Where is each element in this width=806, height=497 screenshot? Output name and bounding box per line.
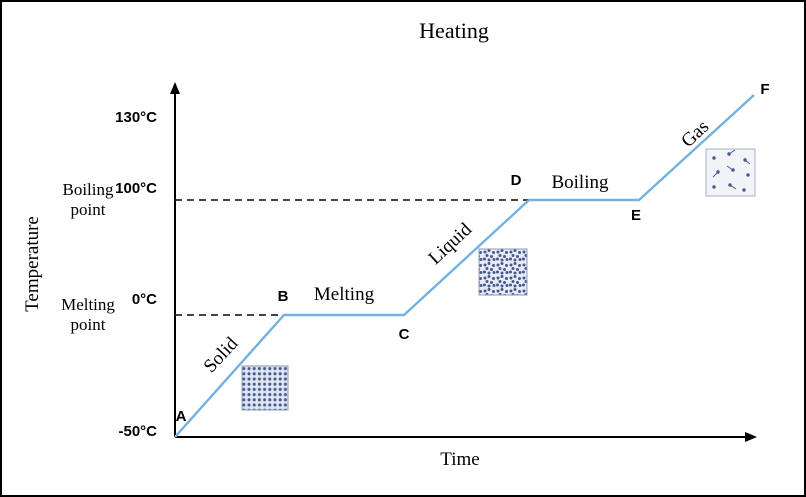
liquid-particles-icon [478,248,528,296]
melting-point-label-line1: Melting [61,295,115,314]
y-axis [170,82,180,437]
point-label-b: B [278,288,289,305]
x-axis [175,432,757,442]
ytick-100: 100°C [115,180,157,197]
x-axis-title: Time [440,449,479,470]
boiling-point-label-line2: point [71,200,106,219]
y-axis-title: Temperature [22,216,43,312]
melting-point-annotation: Melting point [61,295,115,334]
gas-particles-icon [705,148,756,197]
ytick-0: 0°C [132,291,157,308]
x-axis-arrow-icon [745,432,757,442]
chart-title: Heating [419,18,489,43]
phase-label-gas: Gas [677,116,713,152]
melting-point-label-line2: point [71,315,106,334]
ytick-130: 130°C [115,109,157,126]
phase-label-liquid: Liquid [425,219,477,269]
point-label-f: F [760,81,769,98]
y-axis-arrow-icon [170,82,180,94]
phase-label-solid: Solid [200,333,243,377]
boiling-point-label-line1: Boiling [62,180,114,199]
point-label-a: A [176,408,187,425]
ytick-minus50: -50°C [118,423,157,440]
boiling-point-annotation: Boiling point [62,180,114,219]
point-label-c: C [399,326,410,343]
solid-particles-icon [241,365,289,411]
point-label-e: E [631,207,641,224]
phase-label-boiling: Boiling [551,172,609,193]
heating-curve-line [174,94,755,438]
phase-label-melting: Melting [314,284,375,305]
point-label-d: D [511,172,522,189]
